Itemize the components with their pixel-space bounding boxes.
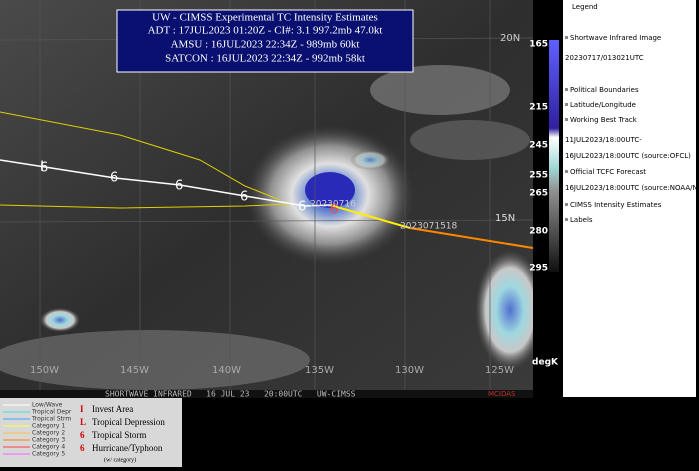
- key-line: Category 3: [32, 437, 65, 444]
- svg-text:6: 6: [80, 430, 85, 440]
- colorbar-tick: 215: [529, 103, 548, 113]
- legend-item: Labels: [570, 216, 593, 224]
- svg-text:L: L: [80, 417, 86, 427]
- key-line: Category 1: [32, 423, 65, 430]
- legend-item: Official TCFC Forecast: [570, 168, 646, 176]
- colorbar-tick: 165: [529, 40, 548, 50]
- key-line: Category 4: [32, 444, 65, 451]
- status-brand: MCIDAS: [488, 390, 516, 398]
- lat-label: 20N: [500, 33, 520, 44]
- lon-labels: 150W 145W 140W 135W 130W 125W: [30, 365, 514, 376]
- lon-label: 150W: [30, 365, 59, 376]
- lon-label: 145W: [120, 365, 149, 376]
- svg-text:6: 6: [110, 171, 118, 186]
- lat-label: 15N: [495, 213, 515, 224]
- key-line: Category 2: [32, 430, 65, 437]
- key-symbol: Invest Area: [92, 404, 133, 414]
- key-symbol: Tropical Storm: [92, 430, 146, 440]
- legend-panel: Legend Shortwave Infrared Image 20230717…: [563, 0, 699, 397]
- svg-text:6: 6: [240, 190, 248, 205]
- lon-label: 140W: [212, 365, 241, 376]
- colorbar-unit: degK: [532, 358, 559, 368]
- svg-text:6: 6: [80, 443, 85, 453]
- key-symbol: (w/ category): [104, 456, 136, 463]
- legend-item: CIMSS Intensity Estimates: [570, 201, 662, 209]
- header-line: ADT : 17JUL2023 01:20Z - CI#: 3.1 997.2m…: [148, 25, 383, 37]
- colorbar: 165 215 245 255 265 280 295 degK: [529, 0, 563, 397]
- storm-symbol: 6: [330, 203, 338, 218]
- colorbar-tick: 255: [529, 171, 548, 181]
- legend-item: 16JUL2023/18:00UTC (source:OFCL): [565, 152, 691, 160]
- legend-item: Latitude/Longitude: [570, 101, 636, 109]
- key-line: Low/Wave: [32, 402, 63, 409]
- legend-item: 16JUL2023/18:00UTC (source:NOAA/NHC): [565, 184, 699, 192]
- lon-label: 130W: [395, 365, 424, 376]
- status-bar: SHORTWAVE INFRARED 16 JUL 23 20:00UTC UW…: [0, 390, 533, 399]
- legend-item: Shortwave Infrared Image: [570, 34, 661, 42]
- legend-title: Legend: [572, 3, 598, 11]
- header-title: UW - CIMSS Experimental TC Intensity Est…: [152, 12, 378, 24]
- legend-item: Working Best Track: [570, 116, 638, 124]
- svg-text:І: І: [40, 159, 44, 175]
- lon-label: 125W: [485, 365, 514, 376]
- legend-item: Political Boundaries: [570, 86, 639, 94]
- key-line: Category 5: [32, 451, 65, 458]
- colorbar-tick: 265: [529, 189, 548, 199]
- key-symbol: Hurricane/Typhoon: [92, 443, 163, 453]
- colorbar-tick: 245: [529, 141, 548, 151]
- lon-label: 135W: [305, 365, 334, 376]
- header-line: SATCON : 16JUL2023 22:34Z - 992mb 58kt: [165, 53, 365, 65]
- track-label: 20230716: [310, 200, 356, 210]
- storm-key: Low/Wave Tropical Depr Tropical Strm Cat…: [0, 398, 182, 467]
- colorbar-tick: 280: [529, 227, 548, 237]
- svg-text:I: I: [80, 404, 84, 414]
- svg-text:6: 6: [40, 161, 48, 176]
- status-text: SHORTWAVE INFRARED 16 JUL 23 20:00UTC UW…: [105, 390, 356, 399]
- track-label: 2023071518: [400, 222, 458, 232]
- svg-text:6: 6: [298, 200, 306, 215]
- key-line: Tropical Strm: [31, 416, 71, 423]
- header-line: AMSU : 16JUL2023 22:34Z - 989mb 60kt: [171, 39, 360, 51]
- title-box: UW - CIMSS Experimental TC Intensity Est…: [116, 9, 414, 73]
- legend-item: 11JUL2023/18:00UTC-: [565, 136, 642, 144]
- colorbar-tick: 295: [529, 264, 548, 274]
- legend-item: 20230717/013021UTC: [565, 54, 644, 62]
- svg-text:6: 6: [175, 179, 183, 194]
- key-symbol: Tropical Depression: [92, 417, 165, 427]
- key-line: Tropical Depr: [31, 409, 72, 416]
